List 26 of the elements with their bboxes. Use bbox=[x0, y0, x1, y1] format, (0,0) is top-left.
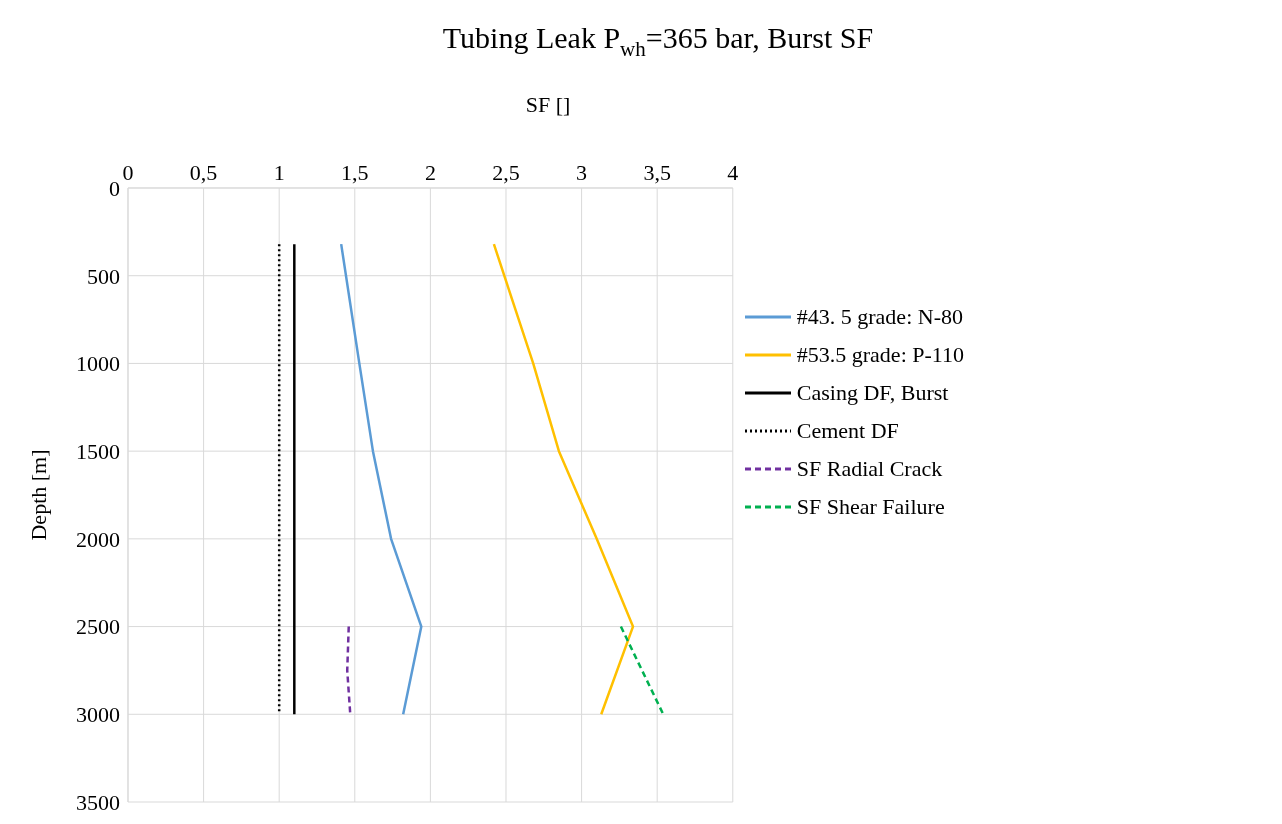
x-tick-label: 1,5 bbox=[341, 160, 369, 185]
y-tick-label: 2000 bbox=[76, 526, 120, 552]
legend-label: #43. 5 grade: N-80 bbox=[796, 304, 963, 330]
x-tick-label: 0,5 bbox=[189, 160, 218, 185]
line-series bbox=[339, 242, 423, 716]
x-tick-label: 3,5 bbox=[643, 160, 671, 185]
y-tick-label: 2500 bbox=[76, 614, 120, 640]
x-tick-label: 3 bbox=[576, 160, 588, 185]
legend-label: SF Radial Crack bbox=[796, 456, 943, 482]
legend-label: SF Shear Failure bbox=[796, 494, 945, 520]
legend-label: #53.5 grade: P-110 bbox=[796, 342, 964, 368]
x-tick-label: 1 bbox=[273, 160, 285, 185]
y-axis-title: Depth [m] bbox=[25, 449, 51, 541]
legend-label: Cement DF bbox=[796, 418, 899, 444]
y-tick-label: 1500 bbox=[76, 438, 120, 464]
y-tick-label: 3500 bbox=[76, 789, 120, 815]
y-tick-label: 1000 bbox=[76, 351, 120, 377]
chart-title: Tubing Leak P$_{wh}$=365 bar, Burst SF bbox=[442, 21, 874, 61]
y-tick-label: 500 bbox=[87, 263, 120, 289]
y-tick-label: 3000 bbox=[76, 702, 120, 728]
x-tick-label: 2 bbox=[424, 160, 436, 185]
x-axis-title: SF [] bbox=[524, 92, 572, 118]
legend-label: Casing DF, Burst bbox=[796, 380, 949, 406]
x-tick-label: 2,5 bbox=[492, 160, 520, 185]
line-series bbox=[492, 242, 635, 716]
x-tick-label: 4 bbox=[727, 160, 739, 185]
